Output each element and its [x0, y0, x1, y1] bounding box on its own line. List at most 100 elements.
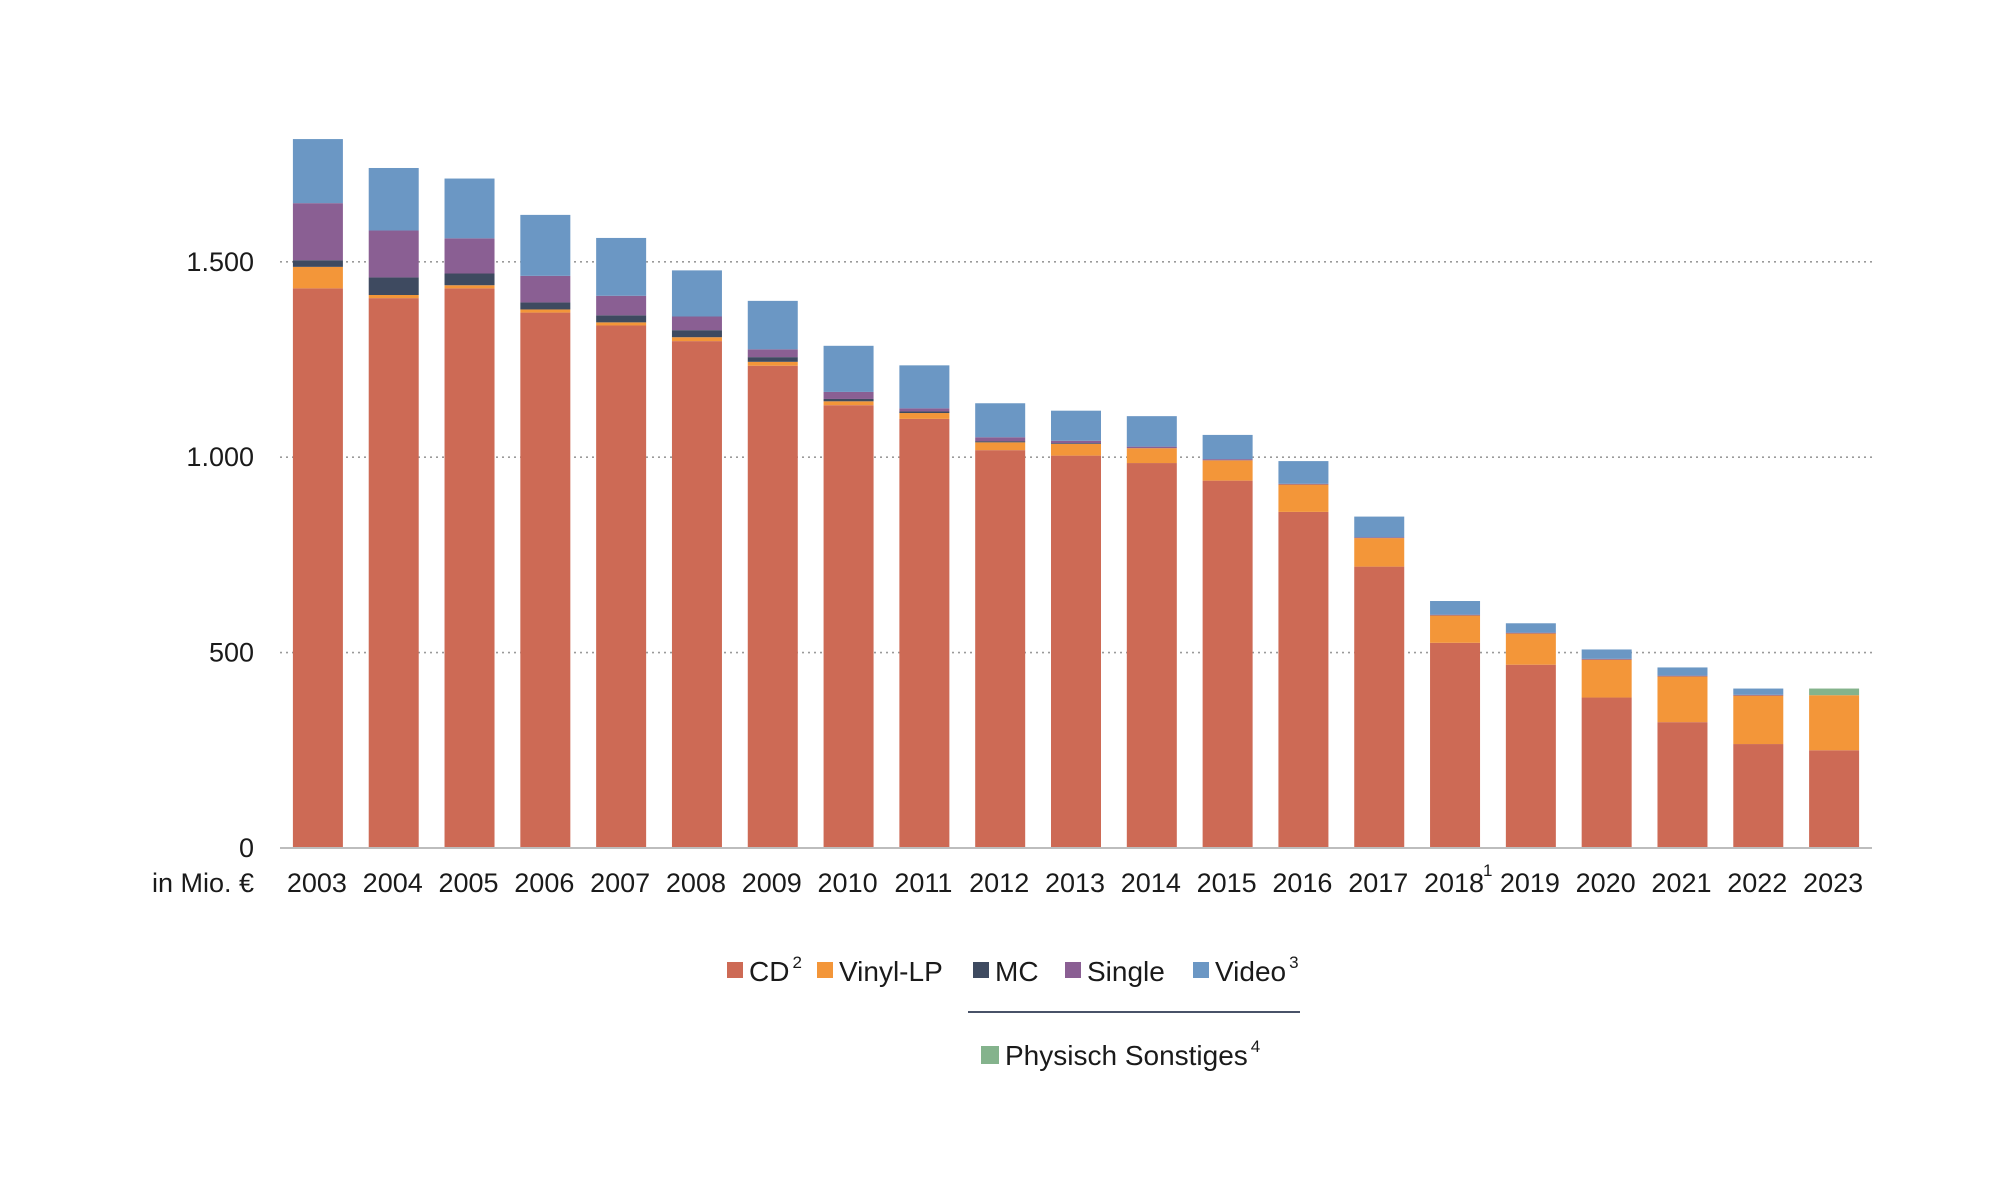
- bar-mc-2013: [1051, 443, 1101, 444]
- bar-video-2019: [1505, 623, 1556, 633]
- bar-cd-2003: [292, 288, 343, 849]
- bar-single-2004: [368, 230, 419, 278]
- x-tick-label: 2021: [1651, 868, 1711, 898]
- bar-single-2014: [1126, 446, 1177, 449]
- x-tick-label: 2008: [666, 868, 726, 898]
- bar-cd-2022: [1733, 744, 1784, 848]
- legend-swatch: [1193, 962, 1209, 978]
- bar-single-2011: [899, 408, 950, 412]
- bar-cd-2004: [368, 298, 419, 849]
- bar-vinyl-lp-2007: [596, 322, 647, 326]
- bar-cd-2019: [1505, 664, 1556, 848]
- bar-mc-2004: [368, 277, 419, 296]
- bar-single-2020: [1581, 658, 1632, 660]
- bar-video-2014: [1126, 416, 1177, 447]
- legend-label: Video: [1215, 956, 1286, 987]
- bar-video-2016: [1278, 461, 1329, 484]
- x-tick-label: 2004: [363, 868, 423, 898]
- x-tick-label: 2003: [287, 868, 347, 898]
- bar-vinyl-lp-2021: [1657, 676, 1708, 723]
- bar-video-2012: [975, 403, 1026, 438]
- bar-single-2009: [747, 349, 798, 358]
- bar-mc-2012: [975, 441, 1026, 443]
- x-tick-label: 2014: [1121, 868, 1181, 898]
- bar-single-2010: [823, 391, 874, 399]
- bar-single-2021: [1657, 675, 1708, 677]
- y-tick-label: 500: [209, 638, 254, 668]
- bar-vinyl-lp-2013: [1051, 443, 1101, 456]
- x-tick-label: 2022: [1727, 868, 1787, 898]
- bar-single-2022: [1733, 694, 1784, 696]
- bar-video-2022: [1733, 688, 1784, 695]
- bar-video-2004: [368, 167, 419, 231]
- bar-cd-2010: [823, 405, 874, 848]
- bar-mc-2005: [444, 273, 495, 286]
- legend-footnote: 4: [1251, 1037, 1260, 1056]
- x-tick-label: 2011: [894, 868, 952, 898]
- bar-single-2017: [1354, 537, 1405, 539]
- bar-cd-2011: [899, 418, 950, 848]
- bar-vinyl-lp-2011: [899, 413, 950, 419]
- bar-cd-2008: [671, 341, 722, 848]
- legend-label: Vinyl-LP: [839, 956, 943, 987]
- bars: [292, 139, 1860, 849]
- bar-cd-2005: [444, 288, 495, 849]
- legend-label: Physisch Sonstiges: [1005, 1040, 1248, 1071]
- bar-video-2007: [596, 237, 647, 296]
- legend-item-video: Video 3: [1193, 953, 1299, 987]
- bar-video-2021: [1657, 667, 1708, 676]
- bar-cd-2012: [975, 450, 1026, 848]
- y-tick-label: 1.000: [186, 442, 254, 472]
- x-axis-tick-labels: 2003 2004 2005 2006 2007 2008 2009 2010 2011 2012…: [287, 861, 1863, 898]
- x-tick-footnote: 1: [1483, 861, 1492, 880]
- bar-video-2011: [899, 365, 950, 409]
- x-tick-label: 2017: [1348, 868, 1408, 898]
- legend-label: MC: [995, 956, 1039, 987]
- bar-cd-2009: [747, 365, 798, 848]
- bar-single-2012: [975, 437, 1026, 442]
- x-tick-label: 2019: [1500, 868, 1560, 898]
- bar-vinyl-lp-2019: [1505, 633, 1556, 665]
- bar-vinyl-lp-2023: [1809, 695, 1860, 751]
- bar-single-2007: [596, 295, 647, 316]
- bar-single-2013: [1051, 440, 1101, 444]
- bar-vinyl-lp-2018: [1430, 615, 1481, 643]
- bar-single-2006: [520, 275, 571, 303]
- legend-swatch: [981, 1046, 999, 1064]
- bar-vinyl-lp-2008: [671, 337, 722, 342]
- bar-vinyl-lp-2004: [368, 295, 419, 299]
- bar-mc-2007: [596, 315, 647, 323]
- legend-item-physisch-sonstiges: Physisch Sonstiges 4: [981, 1037, 1260, 1071]
- bar-cd-2021: [1657, 722, 1708, 848]
- x-tick-label: 2013: [1045, 868, 1105, 898]
- legend-label: Single: [1087, 956, 1165, 987]
- x-tick-label: 2023: [1803, 868, 1863, 898]
- bar-cd-2017: [1354, 566, 1405, 848]
- bar-vinyl-lp-2020: [1581, 659, 1632, 698]
- unit-label: in Mio. €: [152, 868, 254, 898]
- bar-vinyl-lp-2016: [1278, 484, 1329, 512]
- y-axis-tick-labels: 0 500 1.000 1.500: [186, 247, 254, 863]
- bar-physisch-sonstiges-2023: [1809, 688, 1860, 696]
- bar-video-2020: [1581, 649, 1632, 659]
- bar-single-2003: [292, 203, 343, 261]
- bar-single-2019: [1505, 632, 1556, 634]
- bar-vinyl-lp-2012: [975, 442, 1026, 451]
- bar-cd-2013: [1051, 455, 1101, 848]
- bar-video-2006: [520, 214, 571, 276]
- bar-vinyl-lp-2022: [1733, 695, 1784, 745]
- bar-vinyl-lp-2005: [444, 285, 495, 289]
- bar-mc-2003: [292, 260, 343, 267]
- bar-single-2018: [1430, 614, 1481, 616]
- bar-vinyl-lp-2009: [747, 361, 798, 366]
- bar-mc-2010: [823, 398, 874, 402]
- bar-video-2015: [1202, 434, 1253, 460]
- bar-single-2008: [671, 316, 722, 331]
- bar-video-2013: [1051, 410, 1101, 441]
- bar-video-2005: [444, 178, 495, 239]
- bar-video-2003: [292, 139, 343, 204]
- x-tick-label: 2016: [1272, 868, 1332, 898]
- bar-video-2010: [823, 345, 874, 392]
- bar-mc-2011: [899, 411, 950, 414]
- bar-vinyl-lp-2006: [520, 309, 571, 313]
